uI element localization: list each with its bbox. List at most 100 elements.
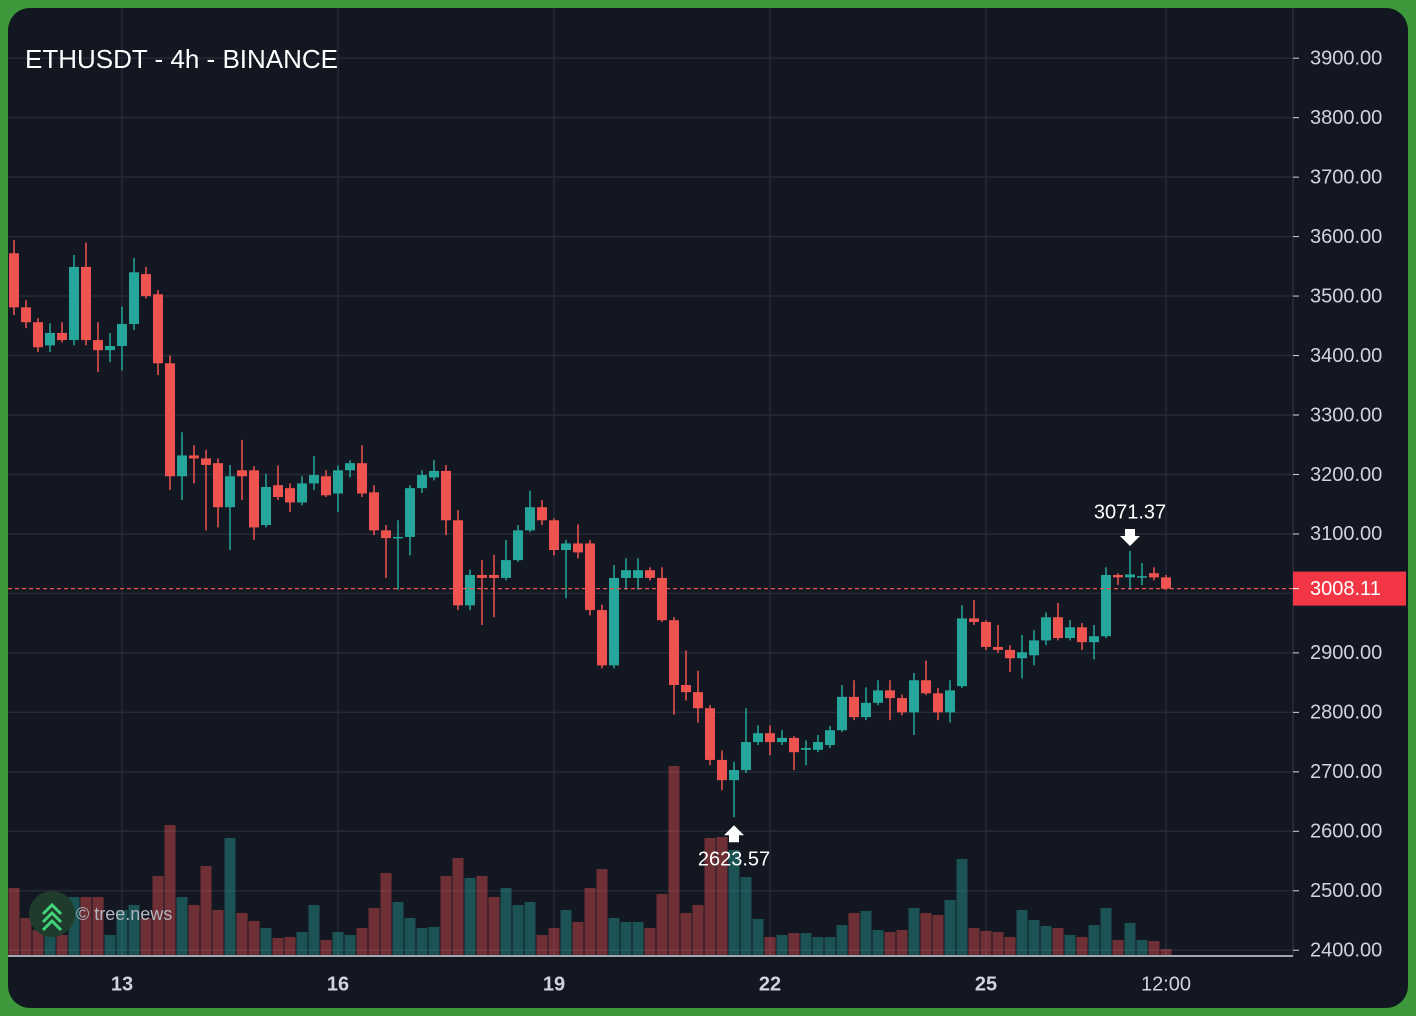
volume-bar bbox=[104, 935, 116, 955]
candle-body bbox=[969, 618, 979, 622]
candle-body bbox=[609, 577, 619, 666]
volume-bar bbox=[608, 918, 620, 955]
candle-body bbox=[849, 696, 859, 718]
candle-body bbox=[9, 253, 19, 308]
candle-body bbox=[465, 574, 475, 606]
volume-bar bbox=[20, 918, 32, 955]
y-tick-label: 3100.00 bbox=[1310, 523, 1382, 545]
candle-body bbox=[1089, 636, 1099, 643]
volume-bar bbox=[740, 877, 752, 955]
candle-body bbox=[597, 610, 607, 666]
volume-bar bbox=[860, 911, 872, 955]
volume-bar bbox=[1040, 926, 1052, 955]
candle-body bbox=[417, 475, 427, 489]
volume-bar bbox=[1160, 949, 1172, 955]
candle-body bbox=[357, 463, 367, 494]
y-tick-label: 3800.00 bbox=[1310, 107, 1382, 129]
volume-bar bbox=[704, 838, 716, 955]
candle-body bbox=[669, 620, 679, 685]
volume-bar bbox=[176, 897, 188, 955]
volume-bar bbox=[308, 905, 320, 955]
volume-bar bbox=[512, 905, 524, 955]
volume-bar bbox=[464, 878, 476, 955]
candle-body bbox=[141, 274, 151, 297]
y-tick-label: 2400.00 bbox=[1310, 940, 1382, 962]
volume-bar bbox=[536, 935, 548, 955]
volume-bar bbox=[1148, 941, 1160, 955]
chart-panel bbox=[8, 8, 1408, 1008]
candle-body bbox=[165, 363, 175, 477]
volume-bar bbox=[224, 838, 236, 955]
volume-bar bbox=[524, 902, 536, 955]
watermark-icon bbox=[41, 902, 63, 932]
candle-body bbox=[189, 455, 199, 459]
candle-body bbox=[249, 470, 259, 528]
candle-body bbox=[765, 733, 775, 743]
candle-body bbox=[741, 742, 751, 771]
volume-bar bbox=[788, 933, 800, 955]
volume-bar bbox=[476, 876, 488, 955]
candle-body bbox=[645, 570, 655, 578]
volume-bar bbox=[8, 888, 20, 955]
volume-bar bbox=[80, 897, 92, 955]
candle-body bbox=[561, 543, 571, 550]
volume-bar bbox=[164, 825, 176, 955]
grid bbox=[8, 8, 1293, 955]
volume-bar bbox=[1124, 923, 1136, 955]
candle-body bbox=[825, 730, 835, 746]
candle-body bbox=[1125, 574, 1135, 578]
candle-body bbox=[429, 470, 439, 478]
candle-body bbox=[813, 742, 823, 750]
candle-body bbox=[981, 621, 991, 647]
volume-bar bbox=[824, 937, 836, 955]
candle-body bbox=[45, 332, 55, 346]
watermark: © tree.news bbox=[29, 891, 172, 937]
volume-bar bbox=[1076, 937, 1088, 955]
candle-body bbox=[105, 346, 115, 351]
volume-bar bbox=[200, 866, 212, 955]
candle-body bbox=[801, 748, 811, 750]
volume-bar bbox=[764, 937, 776, 955]
y-tick-label: 3900.00 bbox=[1310, 47, 1382, 69]
volume-bar bbox=[848, 913, 860, 955]
volume-layer bbox=[8, 766, 1172, 955]
volume-bar bbox=[284, 937, 296, 955]
candle-body bbox=[1005, 649, 1015, 659]
candle-body bbox=[789, 737, 799, 753]
volume-bar bbox=[92, 897, 104, 955]
volume-bar bbox=[116, 910, 128, 955]
candle-body bbox=[381, 530, 391, 539]
volume-bar bbox=[452, 858, 464, 955]
candle-body bbox=[1053, 617, 1063, 639]
chart-title: ETHUSDT - 4h - BINANCE bbox=[25, 44, 338, 74]
candle-body bbox=[525, 507, 535, 531]
candle-body bbox=[1149, 573, 1159, 578]
volume-bar bbox=[560, 910, 572, 955]
candle-body bbox=[93, 340, 103, 351]
volume-bar bbox=[356, 928, 368, 955]
volume-bar bbox=[836, 925, 848, 955]
y-tick-label: 3200.00 bbox=[1310, 464, 1382, 486]
volume-bar bbox=[68, 897, 80, 955]
volume-bar bbox=[272, 938, 284, 955]
candle-body bbox=[753, 733, 763, 743]
volume-bar bbox=[128, 905, 140, 955]
candle-body bbox=[549, 520, 559, 550]
candle-body bbox=[453, 520, 463, 606]
candle-body bbox=[933, 693, 943, 713]
candle-body bbox=[225, 476, 235, 508]
candle-body bbox=[1101, 574, 1111, 637]
volume-bar bbox=[632, 922, 644, 955]
volume-bar bbox=[1028, 920, 1040, 955]
y-tick-label: 2800.00 bbox=[1310, 702, 1382, 724]
volume-bar bbox=[944, 900, 956, 955]
candle-body bbox=[621, 570, 631, 578]
candle-body bbox=[321, 476, 331, 496]
candle-body bbox=[705, 708, 715, 760]
candle-body bbox=[993, 646, 1003, 650]
candle-body bbox=[261, 486, 271, 526]
y-tick-label: 3400.00 bbox=[1310, 345, 1382, 367]
candle-body bbox=[1041, 617, 1051, 641]
volume-bar bbox=[140, 918, 152, 955]
candle-body bbox=[177, 455, 187, 477]
